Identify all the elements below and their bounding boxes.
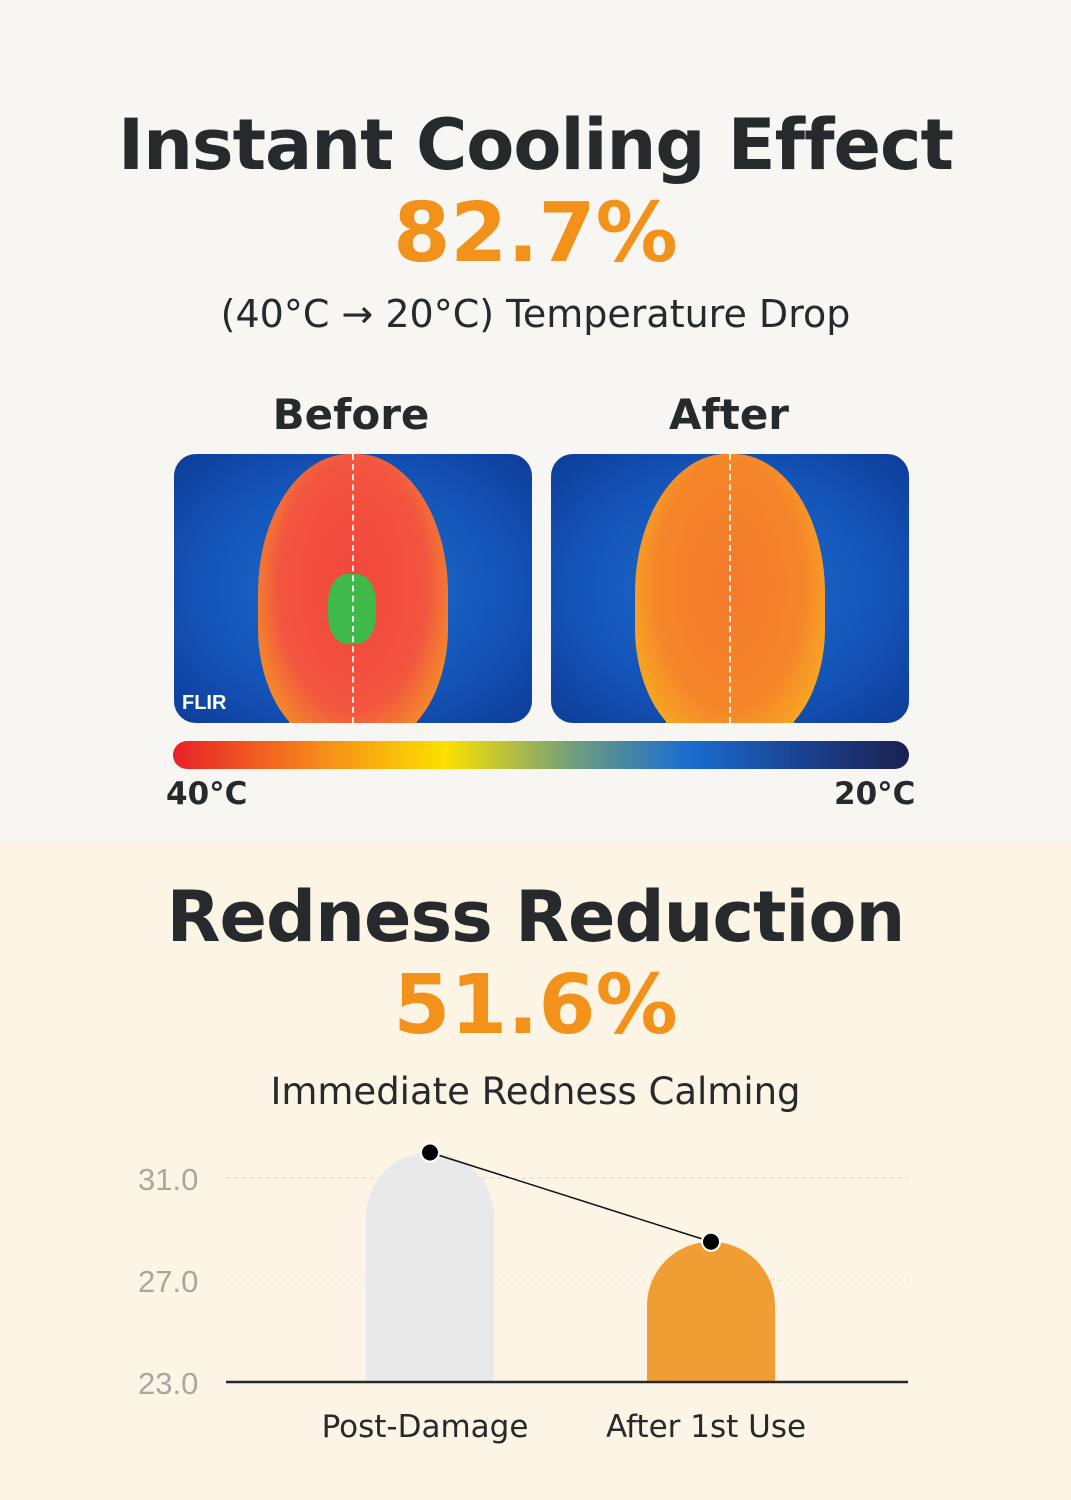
cooling-title: Instant Cooling Effect [118, 104, 954, 186]
thermal-image-after [551, 454, 909, 723]
redness-stat: 51.6% [393, 958, 678, 1053]
after-label: After [668, 390, 790, 439]
data-point [420, 1142, 440, 1163]
before-label: Before [272, 390, 430, 439]
bar-0 [366, 1152, 494, 1382]
temperature-color-scale [173, 741, 909, 769]
y-tick-label: 31.0 [138, 1162, 198, 1197]
thermal-image-before: FLIR [174, 454, 532, 723]
cooling-subtitle: (40°C → 20°C) Temperature Drop [220, 292, 851, 336]
redness-chart: 31.0 27.0 23.0 Post-Damage After 1st Use [138, 1142, 908, 1445]
flir-logo: FLIR [182, 692, 227, 714]
x-category-label: After 1st Use [606, 1409, 806, 1445]
trend-line [429, 1151, 712, 1243]
y-tick-label: 23.0 [138, 1366, 198, 1401]
bar-1 [647, 1241, 775, 1382]
data-point [701, 1231, 721, 1252]
scale-max-label: 20°C [834, 776, 916, 812]
redness-subtitle: Immediate Redness Calming [270, 1070, 801, 1113]
y-tick-label: 27.0 [138, 1264, 198, 1299]
redness-title: Redness Reduction [166, 876, 906, 958]
cooling-stat: 82.7% [393, 186, 678, 281]
x-category-label: Post-Damage [322, 1409, 529, 1445]
scale-min-label: 40°C [166, 776, 248, 812]
redness-section [0, 843, 1071, 1500]
